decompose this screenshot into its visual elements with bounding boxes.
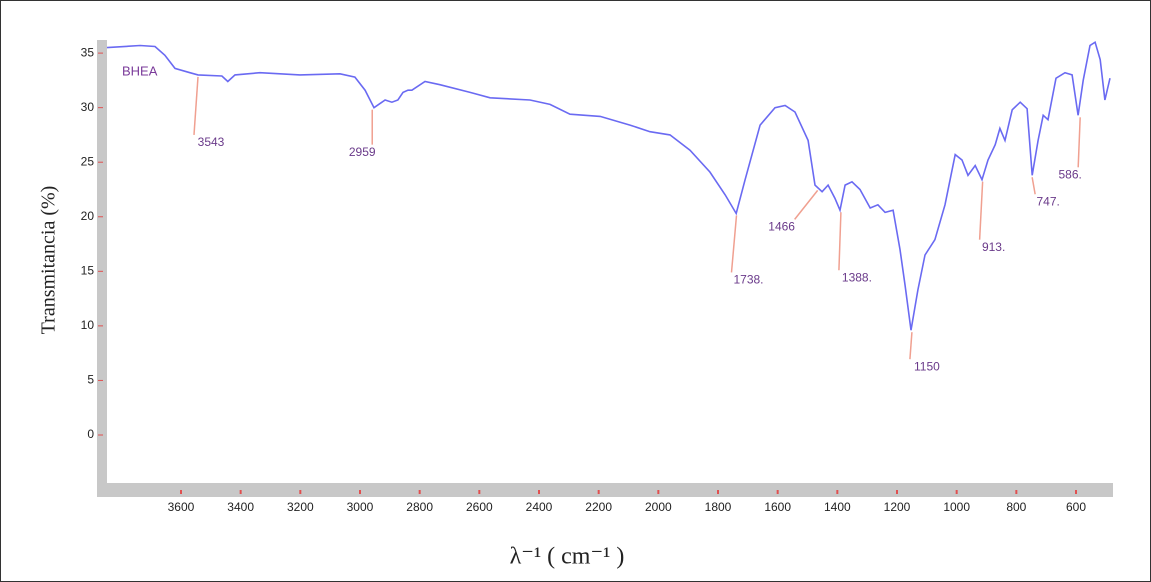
x-tick-label: 2800 [406,500,433,514]
y-tick-label: 20 [81,209,95,223]
y-axis-label: Transmitancia (%) [38,186,60,335]
annotation-label: 586. [1059,167,1082,181]
y-axis-strip [97,40,107,497]
x-tick-label: 1600 [764,500,791,514]
series-label: BHEA [122,63,158,78]
x-tick-label: 1800 [705,500,732,514]
annotation-line [730,215,738,273]
x-tick-label: 1000 [943,500,970,514]
spectrum-line [106,40,1111,331]
annotation-line [1031,177,1036,195]
x-tick-label: 2600 [466,500,493,514]
annotation-line [978,181,984,240]
annotation-line [794,189,819,220]
annotation-line [838,212,842,271]
x-tick-label: 1200 [884,500,911,514]
annotation-label: 1388. [842,270,872,284]
x-tick-label: 2200 [585,500,612,514]
x-tick-label: 2000 [645,500,672,514]
annotation-line [193,76,199,135]
annotation-label: 913. [982,240,1005,254]
y-tick-label: 5 [87,373,94,387]
x-tick-label: 800 [1006,500,1026,514]
annotation-label: 1738. [733,273,763,287]
x-tick-label: 3400 [227,500,254,514]
x-axis-label: λ⁻¹ ( cm⁻¹ ) [510,544,625,570]
y-tick-label: 15 [81,263,95,277]
annotation-label: 1466 [768,220,795,234]
x-tick-label: 3000 [347,500,374,514]
x-tick-label: 1400 [824,500,851,514]
y-tick-label: 35 [81,45,95,59]
y-tick-label: 30 [81,100,95,114]
annotation-line [1077,117,1081,168]
y-tick-label: 10 [81,318,95,332]
annotation-label: 747. [1036,194,1059,208]
x-axis-strip [97,483,1113,497]
y-tick-label: 0 [87,427,94,441]
x-tick-label: 3200 [287,500,314,514]
y-tick-label: 25 [81,154,95,168]
annotation-label: 3543 [198,135,225,149]
x-tick-label: 600 [1066,500,1086,514]
x-tick-label: 3600 [168,500,195,514]
annotation-line [909,332,913,360]
annotation-label: 2959 [349,145,376,159]
annotation-label: 1150 [914,359,940,373]
x-tick-label: 2400 [526,500,553,514]
